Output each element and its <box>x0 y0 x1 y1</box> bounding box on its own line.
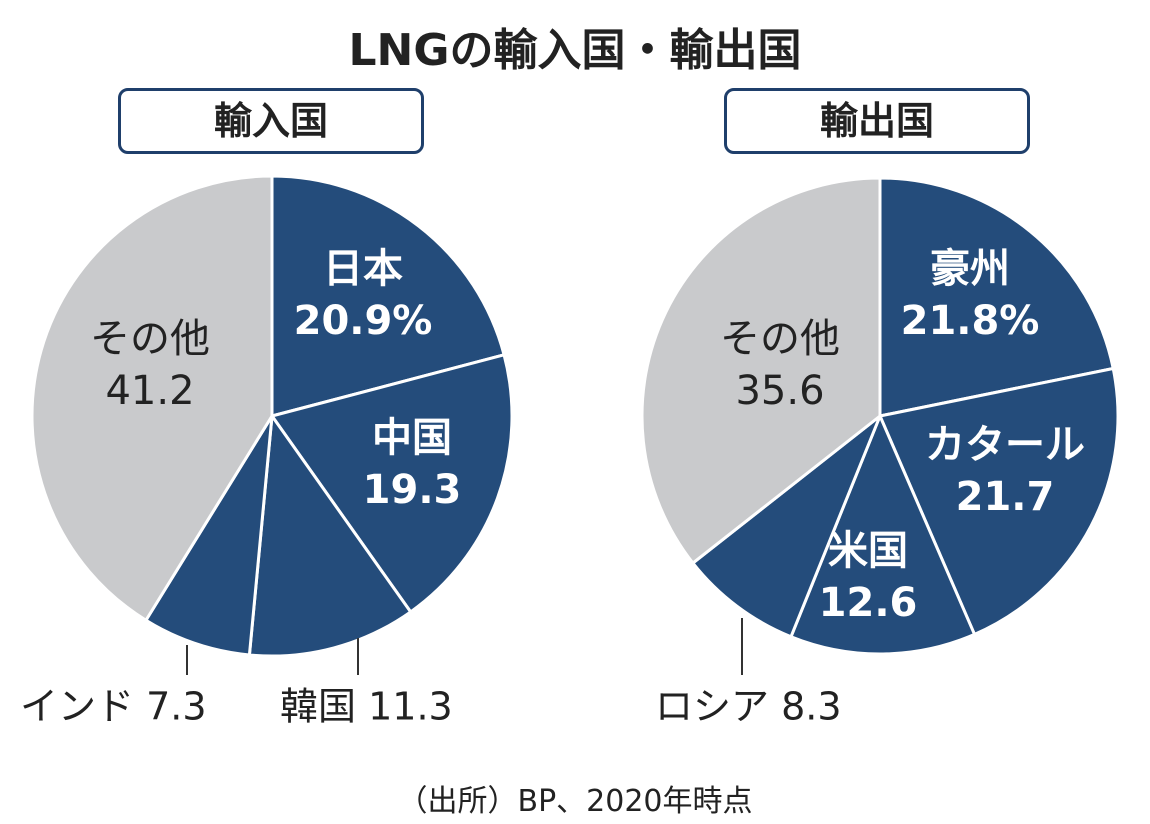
pie-slice-1-0 <box>878 176 1115 418</box>
label-export-other: その他 35.6 <box>720 316 840 414</box>
pie-slice-0-0 <box>270 174 506 418</box>
import-pie-title: 輸入国 <box>118 88 424 154</box>
leader-line-korea <box>357 638 359 675</box>
chart-title: LNGの輸入国・輸出国 <box>348 25 802 76</box>
label-australia: 豪州 21.8% <box>900 246 1040 344</box>
export-pie-title: 輸出国 <box>724 88 1030 154</box>
label-usa: 米国 12.6 <box>818 528 918 626</box>
pie-slice-1-3 <box>691 414 882 639</box>
leader-line-russia <box>741 618 743 675</box>
label-japan: 日本 20.9% <box>293 246 433 344</box>
leader-line-india <box>186 645 188 675</box>
label-india: インド 7.3 <box>20 684 207 729</box>
label-korea: 韓国 11.3 <box>280 684 453 729</box>
label-china: 中国 19.3 <box>362 415 462 513</box>
pie-slice-1-1 <box>878 366 1120 636</box>
pie-slice-0-2 <box>247 414 413 658</box>
pie-slice-1-4 <box>640 176 882 565</box>
source-note: （出所）BP、2020年時点 <box>397 784 753 819</box>
pie-slice-0-1 <box>270 353 514 614</box>
label-import-other: その他 41.2 <box>90 316 210 414</box>
label-russia: ロシア 8.3 <box>655 684 842 729</box>
pie-slice-1-2 <box>789 414 977 656</box>
label-qatar: カタール 21.7 <box>925 422 1085 520</box>
pie-slice-0-4 <box>30 174 274 622</box>
pie-slice-0-3 <box>144 414 274 657</box>
